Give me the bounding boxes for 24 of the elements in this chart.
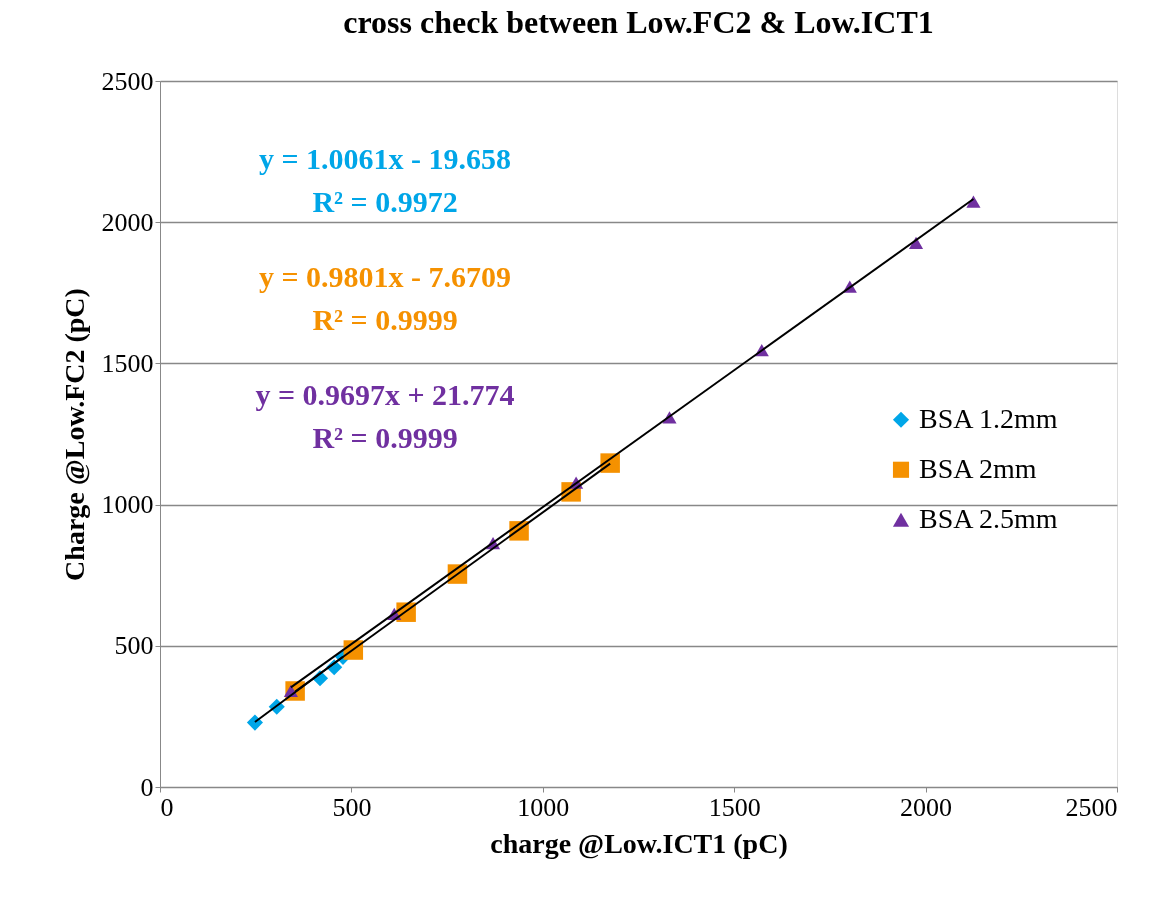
y-tick-label: 1000 — [101, 490, 154, 520]
annotation: y = 1.0061x - 19.658 — [258, 142, 512, 175]
annotation: y = 0.9801x - 7.6709 — [258, 260, 512, 293]
annotation: y = 0.9697x + 21.774 — [255, 378, 515, 411]
annotation: R² = 0.9972 — [312, 185, 458, 218]
annotation: R² = 0.9999 — [312, 303, 458, 336]
annotation: R² = 0.9999 — [312, 421, 458, 454]
legend-label: BSA 1.2mm — [919, 402, 1058, 434]
y-tick-label: 0 — [140, 772, 154, 802]
x-axis-title: charge @Low.ICT1 (pC) — [490, 827, 788, 859]
x-tick-label: 2500 — [1065, 792, 1118, 822]
chart-title: cross check between Low.FC2 & Low.ICT1 — [343, 4, 934, 40]
y-tick-label: 2500 — [101, 66, 154, 96]
legend-label: BSA 2.5mm — [919, 502, 1058, 534]
y-tick-label: 500 — [114, 631, 154, 661]
x-tick-label: 1000 — [517, 792, 570, 822]
x-tick-label: 0 — [160, 792, 174, 822]
legend-label: BSA 2mm — [919, 452, 1037, 484]
y-tick-label: 1500 — [101, 348, 154, 378]
x-tick-label: 500 — [332, 792, 372, 822]
y-axis-title: Charge @Low.FC2 (pC) — [58, 288, 90, 581]
y-tick-label: 2000 — [101, 207, 154, 237]
x-tick-label: 2000 — [900, 792, 953, 822]
x-tick-label: 1500 — [708, 792, 761, 822]
